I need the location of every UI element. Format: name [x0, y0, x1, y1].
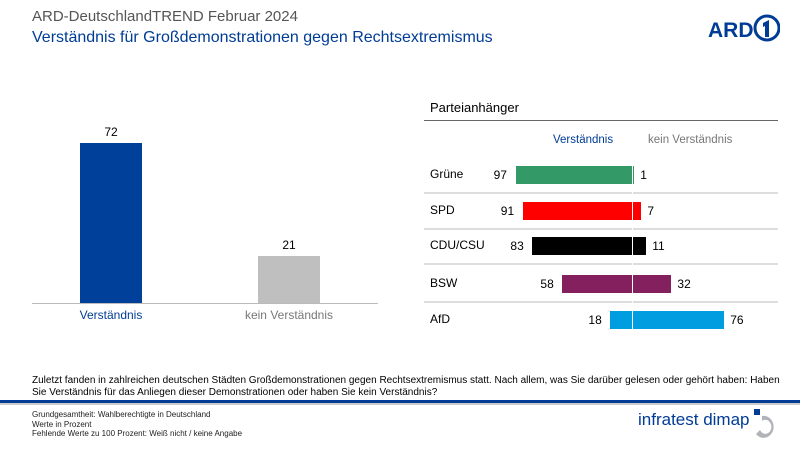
party-label: BSW — [430, 276, 458, 290]
legend-verstaendnis: Verständnis — [553, 134, 614, 146]
axis-line — [32, 303, 378, 304]
bar-verstaendnis — [532, 237, 632, 255]
data-label: 72 — [104, 125, 118, 140]
value-verstaendnis: 18 — [588, 313, 602, 327]
brand-name: infratest dimap — [638, 410, 750, 429]
bar-kein-verstaendnis — [633, 166, 635, 184]
category-label: kein Verständnis — [244, 308, 334, 322]
bar-kein-verstaendnis — [633, 202, 642, 220]
bar-kein-verstaendnis — [633, 237, 647, 255]
party-chart-title: Parteianhänger — [430, 100, 519, 115]
bar-kein-verstaendnis — [633, 311, 725, 329]
divider — [424, 120, 778, 121]
center-line — [632, 162, 633, 332]
note: Werte in Prozent — [32, 419, 92, 429]
bar-verstaendnis — [515, 166, 632, 184]
svg-text:ARD: ARD — [708, 19, 754, 42]
ard-logo: ARD — [708, 14, 780, 42]
bar-verstaendnis — [562, 275, 632, 293]
subtitle: Verständnis für Großdemonstrationen gege… — [32, 29, 493, 46]
value-kein-verstaendnis: 32 — [677, 277, 691, 291]
party-label: AfD — [430, 312, 451, 326]
question-text: Zuletzt fanden in zahlreichen deutschen … — [32, 375, 780, 398]
infratest-logo-icon — [754, 409, 774, 438]
overall-chart: 72 Verständnis 21 kein Verständnis — [0, 0, 420, 340]
notes: Grundgesamtheit: Wahlberechtigte in Deut… — [32, 410, 242, 439]
bar-verstaendnis — [522, 202, 632, 220]
row-separator — [424, 301, 778, 303]
value-kein-verstaendnis: 7 — [647, 204, 655, 218]
bar-verstaendnis — [610, 311, 632, 329]
legend-kein-verstaendnis: kein Verständnis — [648, 134, 733, 146]
divider — [0, 400, 800, 403]
note: Fehlende Werte zu 100 Prozent: Weiß nich… — [32, 429, 243, 438]
value-kein-verstaendnis: 11 — [652, 239, 665, 253]
bar-0 — [80, 143, 142, 303]
value-kein-verstaendnis: 76 — [730, 313, 744, 327]
row-separator — [424, 263, 778, 265]
party-label: Grüne — [430, 167, 464, 181]
row-separator — [424, 192, 778, 194]
value-verstaendnis: 83 — [510, 239, 524, 253]
value-kein-verstaendnis: 1 — [640, 168, 647, 182]
party-label: CDU/CSU — [430, 238, 485, 252]
category-label: Verständnis — [79, 308, 143, 322]
row-separator — [424, 228, 778, 230]
title: ARD-DeutschlandTREND Februar 2024 — [32, 8, 298, 25]
value-verstaendnis: 58 — [540, 277, 554, 291]
value-verstaendnis: 97 — [493, 168, 507, 182]
note: Grundgesamtheit: Wahlberechtigte in Deut… — [32, 410, 211, 419]
divider — [0, 403, 800, 405]
data-label: 21 — [282, 238, 296, 253]
bar-1 — [258, 256, 320, 303]
value-verstaendnis: 91 — [500, 204, 515, 218]
bar-kein-verstaendnis — [633, 275, 672, 293]
party-label: SPD — [430, 203, 455, 217]
